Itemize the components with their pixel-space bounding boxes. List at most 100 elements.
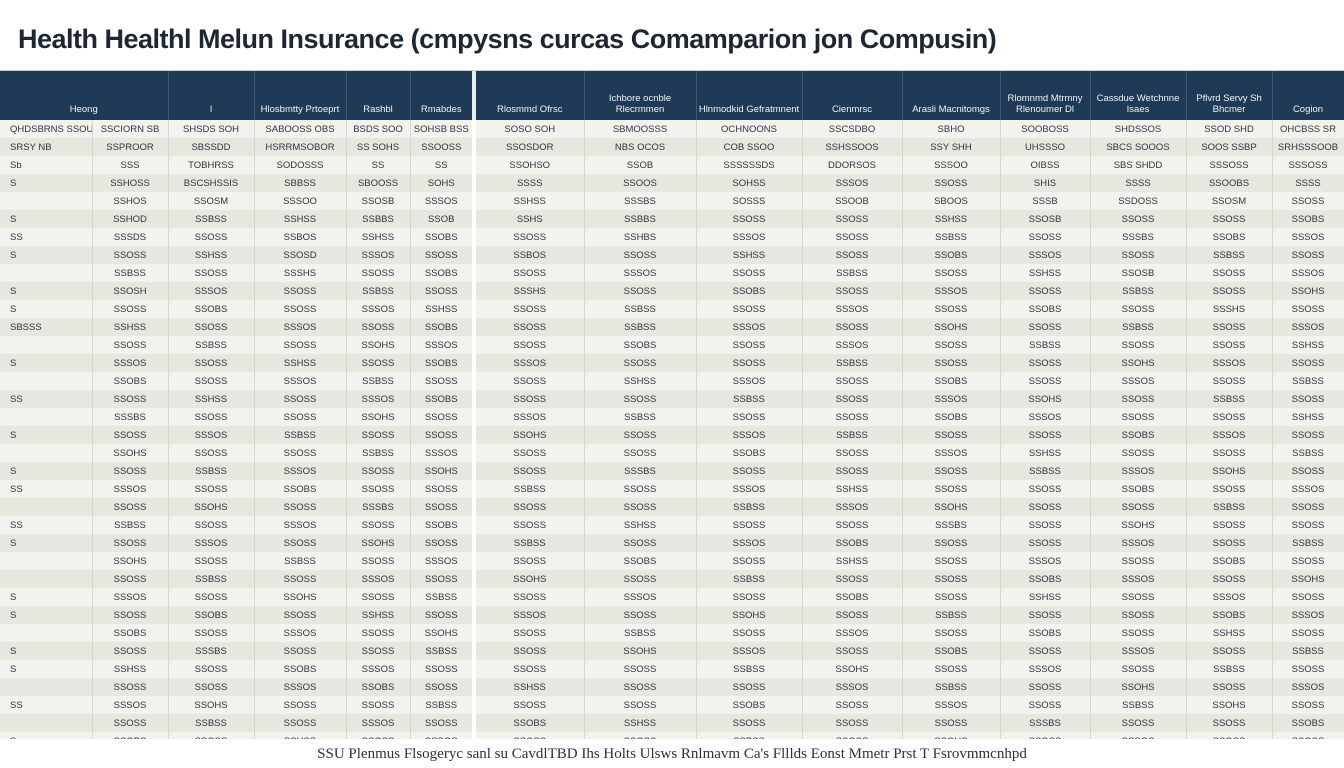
table-cell: SSSOS: [410, 444, 476, 462]
table-cell: SSSOS: [802, 336, 903, 354]
table-cell: SSOBS: [1186, 228, 1273, 246]
table-cell: SSOSS: [1090, 498, 1187, 516]
table-cell: SSSOS: [902, 390, 1001, 408]
table-cell: SSOSS: [1186, 210, 1273, 228]
table-cell: SSSOS: [410, 552, 476, 570]
table-cell: SSOHS: [410, 462, 476, 480]
table-cell: SSOSS: [1186, 516, 1273, 534]
table-cell: SSSBS: [1090, 228, 1187, 246]
table-cell: SSOSS: [696, 300, 803, 318]
table-cell: SSSOS: [1272, 318, 1344, 336]
table-cell: SSOHS: [474, 426, 585, 444]
column-header: Heong: [0, 71, 169, 120]
table-cell: SSOSS: [696, 552, 803, 570]
table-cell: SBSSS: [0, 318, 93, 336]
table-cell: SSOSS: [168, 660, 255, 678]
table-cell: SSBSS: [254, 426, 347, 444]
table-row: S SSOSS SSBSS SSSOS SSOSS SSOHS SSOSS SSSBS SSOS…: [0, 462, 1344, 480]
table-cell: SSOSS: [584, 732, 697, 739]
table-cell: SSOSS: [1000, 696, 1091, 714]
table-cell: SSOSS: [410, 282, 476, 300]
table-cell: SSOSS: [168, 588, 255, 606]
table-cell: [0, 408, 93, 426]
table-cell: S: [0, 462, 93, 480]
table-cell: SSSBS: [584, 192, 697, 210]
table-row: S SSHSS SSOSS SSOBS SSSOS SSOSS SSOSS SSOSS SSBS…: [0, 660, 1344, 678]
table-cell: SSOSS: [254, 642, 347, 660]
table-cell: SBSSDD: [168, 138, 255, 156]
table-cell: S: [0, 732, 93, 739]
table-cell: SSOSS: [802, 228, 903, 246]
table-cell: SSOSS: [1090, 624, 1187, 642]
table-row: SSOHS SSOSS SSBSS SSOSS SSSOS SSOSS SSOBS SSOSS…: [0, 552, 1344, 570]
table-cell: SSS: [92, 156, 169, 174]
table-cell: SSOSS: [1272, 426, 1344, 444]
table-cell: SSOSS: [92, 498, 169, 516]
table-cell: SSOSS: [1000, 534, 1091, 552]
table-row: SSSBS SSOSS SSOSS SSOHS SSOSS SSSOS SSBSS SSOSS…: [0, 408, 1344, 426]
table-cell: SSOSS: [410, 570, 476, 588]
table-cell: SSSOS: [1186, 588, 1273, 606]
table-cell: SS: [0, 390, 93, 408]
table-cell: SSSOS: [474, 354, 585, 372]
table-cell: SSOSS: [92, 246, 169, 264]
table-cell: SSSS: [474, 174, 585, 192]
table-cell: SSSOS: [254, 516, 347, 534]
column-header: Hlosbmtty Prtoeprt: [254, 71, 347, 120]
table-cell: SSSOS: [696, 642, 803, 660]
table-cell: SSOSS: [92, 678, 169, 696]
table-cell: OIBSS: [1000, 156, 1091, 174]
table-cell: SSOHS: [168, 696, 255, 714]
table-row: S SSOSS SSSOS SSOSS SSOHS SSOSS SSBSS SSOSS SSSO…: [0, 534, 1344, 552]
table-cell: SSBSS: [346, 372, 411, 390]
table-cell: SSHSS: [584, 372, 697, 390]
table-cell: SSSOS: [802, 498, 903, 516]
table-cell: SSOBS: [802, 534, 903, 552]
table-cell: SSOSS: [474, 552, 585, 570]
table-cell: SSSOS: [1000, 552, 1091, 570]
table-cell: SS: [0, 696, 93, 714]
table-cell: SSOSS: [92, 426, 169, 444]
table-cell: SSHSS: [254, 210, 347, 228]
table-cell: SSBSS: [254, 552, 347, 570]
table-cell: SSOSS: [802, 246, 903, 264]
table-cell: SSOSS: [92, 336, 169, 354]
table-cell: SSSOS: [902, 696, 1001, 714]
table-cell: SSOHS: [410, 624, 476, 642]
table-cell: SSSOS: [346, 660, 411, 678]
table-cell: UHSSSO: [1000, 138, 1091, 156]
table-row: SSOHS SSOSS SSOSS SSBSS SSSOS SSOSS SSOSS SSOBS…: [0, 444, 1344, 462]
table-cell: SSSOS: [902, 444, 1001, 462]
table-cell: SSOHS: [1186, 696, 1273, 714]
table-cell: SSOSS: [1000, 426, 1091, 444]
table-cell: SSSOS: [168, 534, 255, 552]
table-row: SSOBS SSOSS SSSOS SSBSS SSOSS SSOSS SSHSS SSSOS…: [0, 372, 1344, 390]
table-cell: SSOSS: [474, 372, 585, 390]
table-cell: SSOSS: [1272, 588, 1344, 606]
table-cell: SSSOS: [1186, 354, 1273, 372]
table-cell: SSOSS: [696, 462, 803, 480]
table-cell: SSOSS: [1272, 660, 1344, 678]
table-cell: SSOSS: [168, 678, 255, 696]
table-cell: SSOSS: [1272, 354, 1344, 372]
table-cell: SSOSS: [1272, 192, 1344, 210]
table-row: SSOSS SSOSS SSSOS SSOBS SSOSS SSHSS SSOSS SSOSS…: [0, 678, 1344, 696]
table-cell: SSOSS: [92, 606, 169, 624]
table-row: SS SSSDS SSOSS SSBOS SSHSS SSOBS SSOSS SSHBS SSS…: [0, 228, 1344, 246]
table-cell: SSOSS: [168, 318, 255, 336]
table-cell: [0, 372, 93, 390]
table-cell: SSOHS: [168, 498, 255, 516]
table-cell: SSOSS: [696, 588, 803, 606]
table-cell: SSSOS: [696, 318, 803, 336]
table-cell: SS: [0, 228, 93, 246]
column-header: Cassdue Wetchnne Isaes: [1090, 71, 1187, 120]
table-cell: SSSB: [1000, 192, 1091, 210]
table-cell: SSOSS: [584, 426, 697, 444]
table-cell: SSOOBS: [1186, 174, 1273, 192]
table-cell: SOSSS: [696, 192, 803, 210]
table-cell: SSOOSS: [410, 138, 476, 156]
table-cell: SS: [346, 156, 411, 174]
table-cell: SSSOS: [902, 282, 1001, 300]
table-cell: BSCSHSSIS: [168, 174, 255, 192]
